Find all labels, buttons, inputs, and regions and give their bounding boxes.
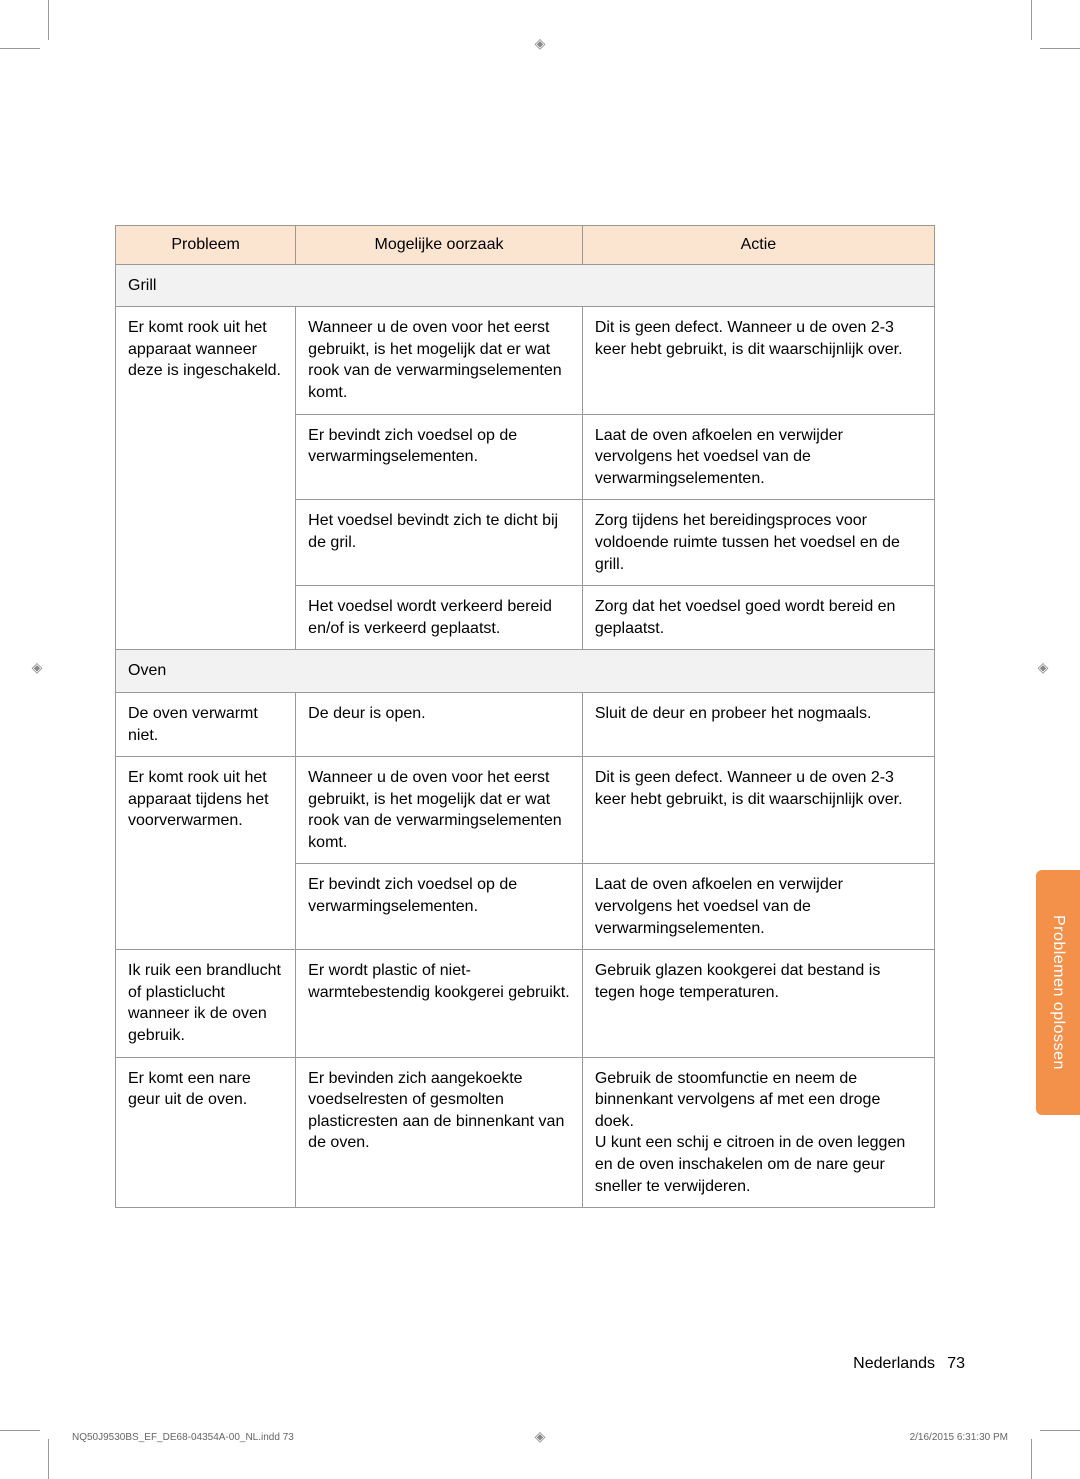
side-tab: Problemen oplossen — [1036, 870, 1080, 1115]
cell-problem: Er komt een nare geur uit de oven. — [116, 1057, 296, 1208]
footer-page-number: 73 — [947, 1355, 965, 1373]
cell-problem: Ik ruik een brandlucht of plasticlucht w… — [116, 950, 296, 1057]
cell-action: Dit is geen defect. Wanneer u de oven 2-… — [582, 307, 934, 414]
cell-cause: De deur is open. — [296, 692, 583, 756]
cell-action: Zorg dat het voedsel goed wordt bereid e… — [582, 586, 934, 650]
registration-mark-icon: ◈ — [1036, 660, 1050, 674]
section-title: Oven — [116, 650, 935, 693]
crop-mark — [1040, 1430, 1080, 1431]
col-header-problem: Probleem — [116, 226, 296, 265]
cell-action: Gebruik glazen kookgerei dat bestand is … — [582, 950, 934, 1057]
cell-cause: Er bevindt zich voedsel op de verwarming… — [296, 864, 583, 950]
cell-problem: De oven verwarmt niet. — [116, 692, 296, 756]
footer-language: Nederlands — [853, 1355, 935, 1373]
cell-action: Sluit de deur en probeer het nogmaals. — [582, 692, 934, 756]
troubleshooting-table: Probleem Mogelijke oorzaak Actie Grill E… — [115, 225, 935, 1208]
cell-cause: Het voedsel bevindt zich te dicht bij de… — [296, 500, 583, 586]
table-row: Er komt een nare geur uit de oven. Er be… — [116, 1057, 935, 1208]
registration-mark-icon: ◈ — [533, 1429, 547, 1443]
section-row-oven: Oven — [116, 650, 935, 693]
cell-cause: Er bevindt zich voedsel op de verwarming… — [296, 414, 583, 500]
table-row: Er komt rook uit het apparaat wanneer de… — [116, 307, 935, 414]
crop-mark — [48, 0, 49, 40]
crop-mark — [0, 1430, 40, 1431]
cell-action: Laat de oven afkoelen en verwijder vervo… — [582, 864, 934, 950]
table-header-row: Probleem Mogelijke oorzaak Actie — [116, 226, 935, 265]
cell-cause: Wanneer u de oven voor het eerst gebruik… — [296, 757, 583, 864]
crop-mark — [1040, 48, 1080, 49]
table-row: De oven verwarmt niet. De deur is open. … — [116, 692, 935, 756]
table-row: Er komt rook uit het apparaat tijdens he… — [116, 757, 935, 864]
crop-mark — [1031, 0, 1032, 40]
page-content: Probleem Mogelijke oorzaak Actie Grill E… — [115, 225, 935, 1208]
crop-mark — [48, 1439, 49, 1479]
registration-mark-icon: ◈ — [30, 660, 44, 674]
table-row: Ik ruik een brandlucht of plasticlucht w… — [116, 950, 935, 1057]
cell-action: Zorg tijdens het bereidingsproces voor v… — [582, 500, 934, 586]
footer-filename: NQ50J9530BS_EF_DE68-04354A-00_NL.indd 73 — [72, 1432, 294, 1443]
cell-problem: Er komt rook uit het apparaat tijdens he… — [116, 757, 296, 950]
cell-cause: Het voedsel wordt verkeerd bereid en/of … — [296, 586, 583, 650]
cell-cause: Er wordt plastic of niet-warmtebestendig… — [296, 950, 583, 1057]
crop-mark — [0, 48, 40, 49]
crop-mark — [1031, 1439, 1032, 1479]
cell-action: Gebruik de stoomfunctie en neem de binne… — [582, 1057, 934, 1208]
footer-datetime: 2/16/2015 6:31:30 PM — [910, 1432, 1008, 1443]
section-title: Grill — [116, 264, 935, 307]
side-tab-label: Problemen oplossen — [1049, 915, 1067, 1070]
cell-cause: Wanneer u de oven voor het eerst gebruik… — [296, 307, 583, 414]
registration-mark-icon: ◈ — [533, 36, 547, 50]
cell-cause: Er bevinden zich aangekoekte voedselrest… — [296, 1057, 583, 1208]
cell-problem: Er komt rook uit het apparaat wanneer de… — [116, 307, 296, 650]
section-row-grill: Grill — [116, 264, 935, 307]
col-header-action: Actie — [582, 226, 934, 265]
cell-action: Dit is geen defect. Wanneer u de oven 2-… — [582, 757, 934, 864]
col-header-cause: Mogelijke oorzaak — [296, 226, 583, 265]
cell-action: Laat de oven afkoelen en verwijder vervo… — [582, 414, 934, 500]
